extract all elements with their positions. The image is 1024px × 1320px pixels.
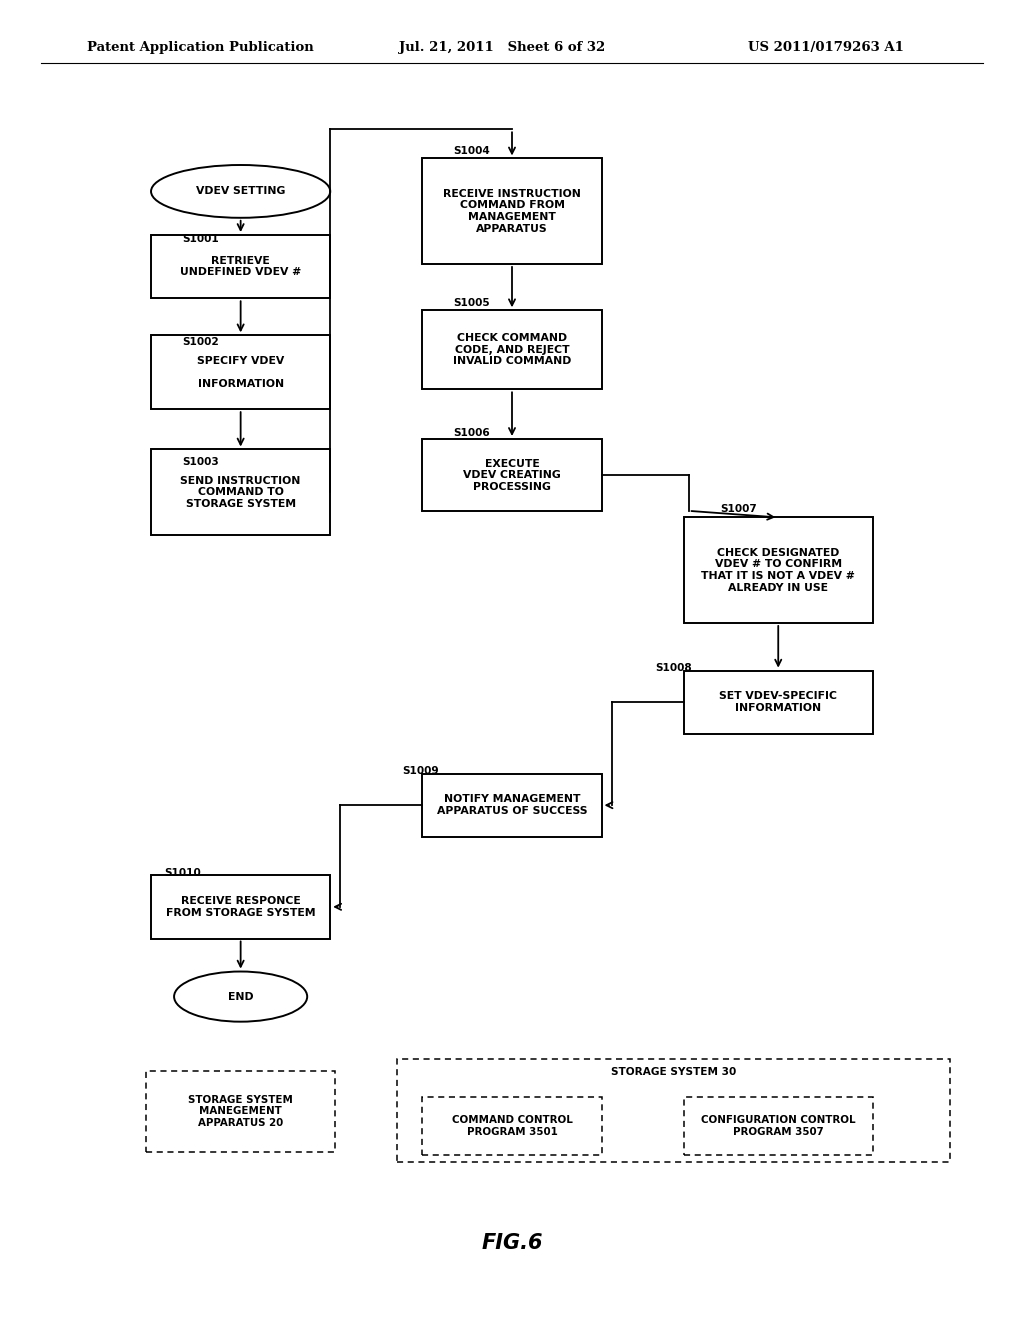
FancyBboxPatch shape [422,310,601,389]
FancyBboxPatch shape [152,335,330,409]
Text: STORAGE SYSTEM 30: STORAGE SYSTEM 30 [611,1067,736,1077]
Text: NOTIFY MANAGEMENT
APPARATUS OF SUCCESS: NOTIFY MANAGEMENT APPARATUS OF SUCCESS [437,795,587,816]
Text: S1007: S1007 [720,504,757,515]
FancyBboxPatch shape [152,875,330,939]
Text: S1003: S1003 [182,457,219,467]
FancyBboxPatch shape [422,774,601,837]
Text: STORAGE SYSTEM
MANEGEMENT
APPARATUS 20: STORAGE SYSTEM MANEGEMENT APPARATUS 20 [188,1094,293,1129]
Text: Patent Application Publication: Patent Application Publication [87,41,313,54]
FancyBboxPatch shape [422,1097,601,1155]
Text: CHECK DESIGNATED
VDEV # TO CONFIRM
THAT IT IS NOT A VDEV #
ALREADY IN USE: CHECK DESIGNATED VDEV # TO CONFIRM THAT … [701,548,855,593]
Text: US 2011/0179263 A1: US 2011/0179263 A1 [748,41,903,54]
Text: S1010: S1010 [164,869,201,879]
Text: FIG.6: FIG.6 [481,1233,543,1254]
Text: VDEV SETTING: VDEV SETTING [196,186,286,197]
Text: RECEIVE RESPONCE
FROM STORAGE SYSTEM: RECEIVE RESPONCE FROM STORAGE SYSTEM [166,896,315,917]
Text: SET VDEV-SPECIFIC
INFORMATION: SET VDEV-SPECIFIC INFORMATION [719,692,838,713]
Ellipse shape [174,972,307,1022]
Text: SPECIFY VDEV

INFORMATION: SPECIFY VDEV INFORMATION [197,355,285,389]
Text: SEND INSTRUCTION
COMMAND TO
STORAGE SYSTEM: SEND INSTRUCTION COMMAND TO STORAGE SYST… [180,475,301,510]
FancyBboxPatch shape [152,449,330,536]
Text: CONFIGURATION CONTROL
PROGRAM 3507: CONFIGURATION CONTROL PROGRAM 3507 [700,1115,856,1137]
Text: COMMAND CONTROL
PROGRAM 3501: COMMAND CONTROL PROGRAM 3501 [452,1115,572,1137]
Text: S1006: S1006 [454,428,490,438]
FancyBboxPatch shape [145,1071,336,1152]
Text: S1005: S1005 [454,298,490,309]
Text: END: END [227,991,254,1002]
Text: S1008: S1008 [655,663,692,673]
FancyBboxPatch shape [422,158,601,264]
FancyBboxPatch shape [684,671,872,734]
Text: RECEIVE INSTRUCTION
COMMAND FROM
MANAGEMENT
APPARATUS: RECEIVE INSTRUCTION COMMAND FROM MANAGEM… [443,189,581,234]
FancyBboxPatch shape [152,235,330,298]
FancyBboxPatch shape [684,1097,872,1155]
FancyBboxPatch shape [684,517,872,623]
Text: S1001: S1001 [182,234,219,244]
Text: S1002: S1002 [182,337,219,347]
Text: Jul. 21, 2011   Sheet 6 of 32: Jul. 21, 2011 Sheet 6 of 32 [399,41,605,54]
FancyBboxPatch shape [397,1059,950,1162]
Text: S1004: S1004 [454,147,490,157]
Ellipse shape [151,165,330,218]
Text: EXECUTE
VDEV CREATING
PROCESSING: EXECUTE VDEV CREATING PROCESSING [463,458,561,492]
Text: S1009: S1009 [402,766,439,776]
FancyBboxPatch shape [422,438,601,511]
Text: CHECK COMMAND
CODE, AND REJECT
INVALID COMMAND: CHECK COMMAND CODE, AND REJECT INVALID C… [453,333,571,367]
Text: RETRIEVE
UNDEFINED VDEV #: RETRIEVE UNDEFINED VDEV # [180,256,301,277]
